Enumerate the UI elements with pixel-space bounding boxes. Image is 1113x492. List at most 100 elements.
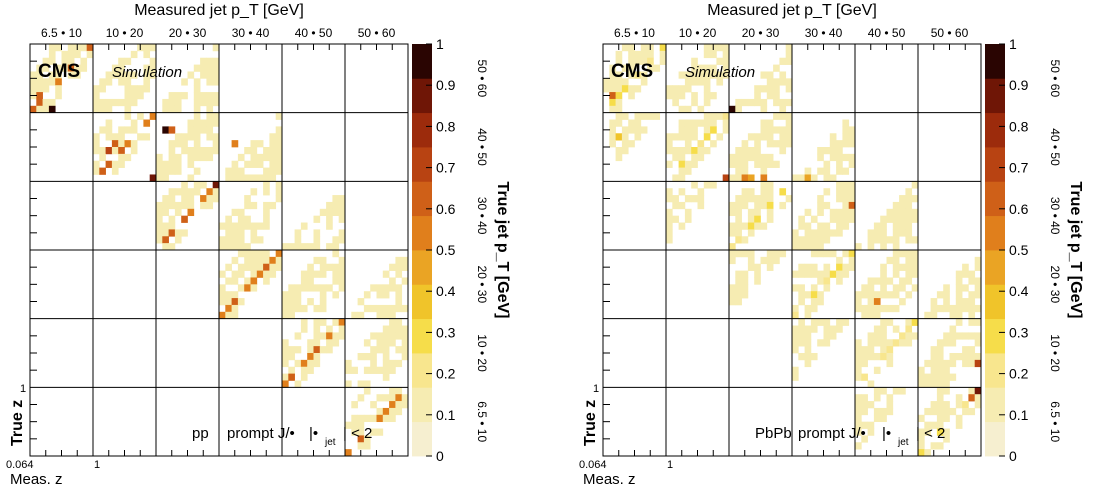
heatmap-cell — [307, 339, 314, 347]
heatmap-cell — [143, 133, 151, 141]
heatmap-cell — [193, 92, 201, 100]
heatmap-cell — [288, 311, 295, 320]
heatmap-cell — [376, 291, 384, 299]
heatmap-cell — [181, 181, 188, 189]
heatmap-cell — [363, 380, 371, 388]
heatmap-cell — [395, 332, 403, 340]
heatmap-cell — [949, 311, 957, 320]
heatmap-cell — [779, 112, 787, 120]
heatmap-cell — [716, 112, 724, 120]
heatmap-cell — [609, 105, 616, 114]
heatmap-cell — [836, 167, 843, 175]
heatmap-cell — [804, 236, 812, 244]
heatmap-cell — [943, 428, 950, 436]
heatmap-cell — [710, 119, 717, 127]
heatmap-cell — [332, 339, 340, 347]
heatmap-cell — [609, 85, 616, 93]
heatmap-cell — [798, 222, 805, 230]
heatmap-cell — [962, 353, 969, 361]
heatmap-cell — [80, 57, 88, 65]
heatmap-cell — [754, 140, 761, 148]
heatmap-cell — [193, 126, 201, 134]
heatmap-cell — [332, 263, 340, 271]
heatmap-cell — [382, 353, 390, 361]
heatmap-cell — [99, 126, 106, 134]
x-tick-label: 1 — [94, 459, 100, 471]
heatmap-cell — [174, 167, 182, 175]
heatmap-cell — [760, 126, 768, 134]
right-bin-label: 20 • 30 — [475, 266, 489, 304]
heatmap-cell — [237, 174, 245, 182]
heatmap-cell — [968, 353, 976, 361]
heatmap-cell — [760, 153, 768, 162]
heatmap-cell — [766, 195, 774, 203]
heatmap-cell — [930, 304, 938, 313]
heatmap-cell — [395, 387, 403, 395]
heatmap-cell — [615, 133, 623, 141]
heatmap-cell — [817, 339, 824, 347]
heatmap-cell — [974, 387, 982, 395]
heatmap-cell — [118, 153, 125, 162]
heatmap-cell — [156, 236, 163, 244]
heatmap-cell — [382, 332, 390, 340]
heatmap-cell — [162, 243, 169, 251]
heatmap-cell — [168, 188, 176, 196]
heatmap-cell — [861, 284, 868, 292]
heatmap-cell — [36, 85, 43, 93]
heatmap-cell — [609, 126, 616, 134]
heatmap-cell — [817, 291, 824, 299]
heatmap-cell — [936, 401, 944, 409]
heatmap-cell — [735, 277, 742, 285]
heatmap-cell — [275, 160, 283, 168]
heatmap-cell — [124, 92, 132, 100]
heatmap-cell — [924, 380, 931, 388]
heatmap-cell — [237, 263, 245, 271]
heatmap-cell — [810, 291, 818, 299]
heatmap-cell — [666, 92, 673, 100]
heatmap-cell — [647, 64, 654, 72]
colorbar-segment — [412, 250, 432, 285]
heatmap-cell — [282, 353, 289, 361]
heatmap-cell — [111, 64, 119, 72]
heatmap-cell — [401, 304, 409, 313]
heatmap-cell — [231, 174, 239, 182]
heatmap-cell — [345, 366, 352, 374]
heatmap-cell — [168, 160, 176, 168]
colorbar-tick-label: 0.5 — [1009, 242, 1029, 258]
heatmap-cell — [848, 133, 856, 141]
heatmap-cell — [773, 78, 780, 86]
colorbar-tick-label: 0.3 — [1009, 324, 1029, 340]
heatmap-cell — [275, 126, 283, 134]
heatmap-cell — [936, 304, 944, 313]
heatmap-cell — [855, 243, 862, 251]
heatmap-cell — [810, 304, 818, 313]
heatmap-cell — [798, 318, 805, 326]
heatmap-cell — [766, 160, 774, 168]
heatmap-cell — [659, 44, 667, 52]
heatmap-cell — [256, 222, 264, 230]
heatmap-cell — [735, 201, 742, 210]
heatmap-cell — [357, 435, 365, 443]
heatmap-cell — [118, 78, 125, 86]
heatmap-cells — [603, 44, 982, 457]
heatmap-cell — [237, 208, 245, 217]
heatmap-cell — [193, 112, 201, 120]
heatmap-cell — [804, 291, 812, 299]
heatmap-cell — [861, 435, 868, 443]
heatmap-cell — [48, 50, 56, 59]
heatmap-cell — [200, 181, 207, 189]
heatmap-cell — [779, 133, 787, 141]
heatmap-cell — [804, 167, 812, 175]
heatmap-cell — [968, 346, 976, 354]
heatmap-cell — [823, 318, 831, 326]
heatmap-cell — [256, 270, 264, 278]
heatmap-cell — [779, 71, 787, 79]
colorbar-tick-label: 0.2 — [436, 366, 456, 382]
heatmap-cell — [962, 359, 969, 368]
heatmap-cell — [918, 449, 925, 457]
colorbar-segment — [985, 78, 1005, 114]
heatmap-cell — [949, 407, 957, 416]
heatmap-cell — [212, 64, 220, 72]
heatmap-cell — [332, 195, 340, 203]
heatmap-cell — [697, 78, 705, 86]
